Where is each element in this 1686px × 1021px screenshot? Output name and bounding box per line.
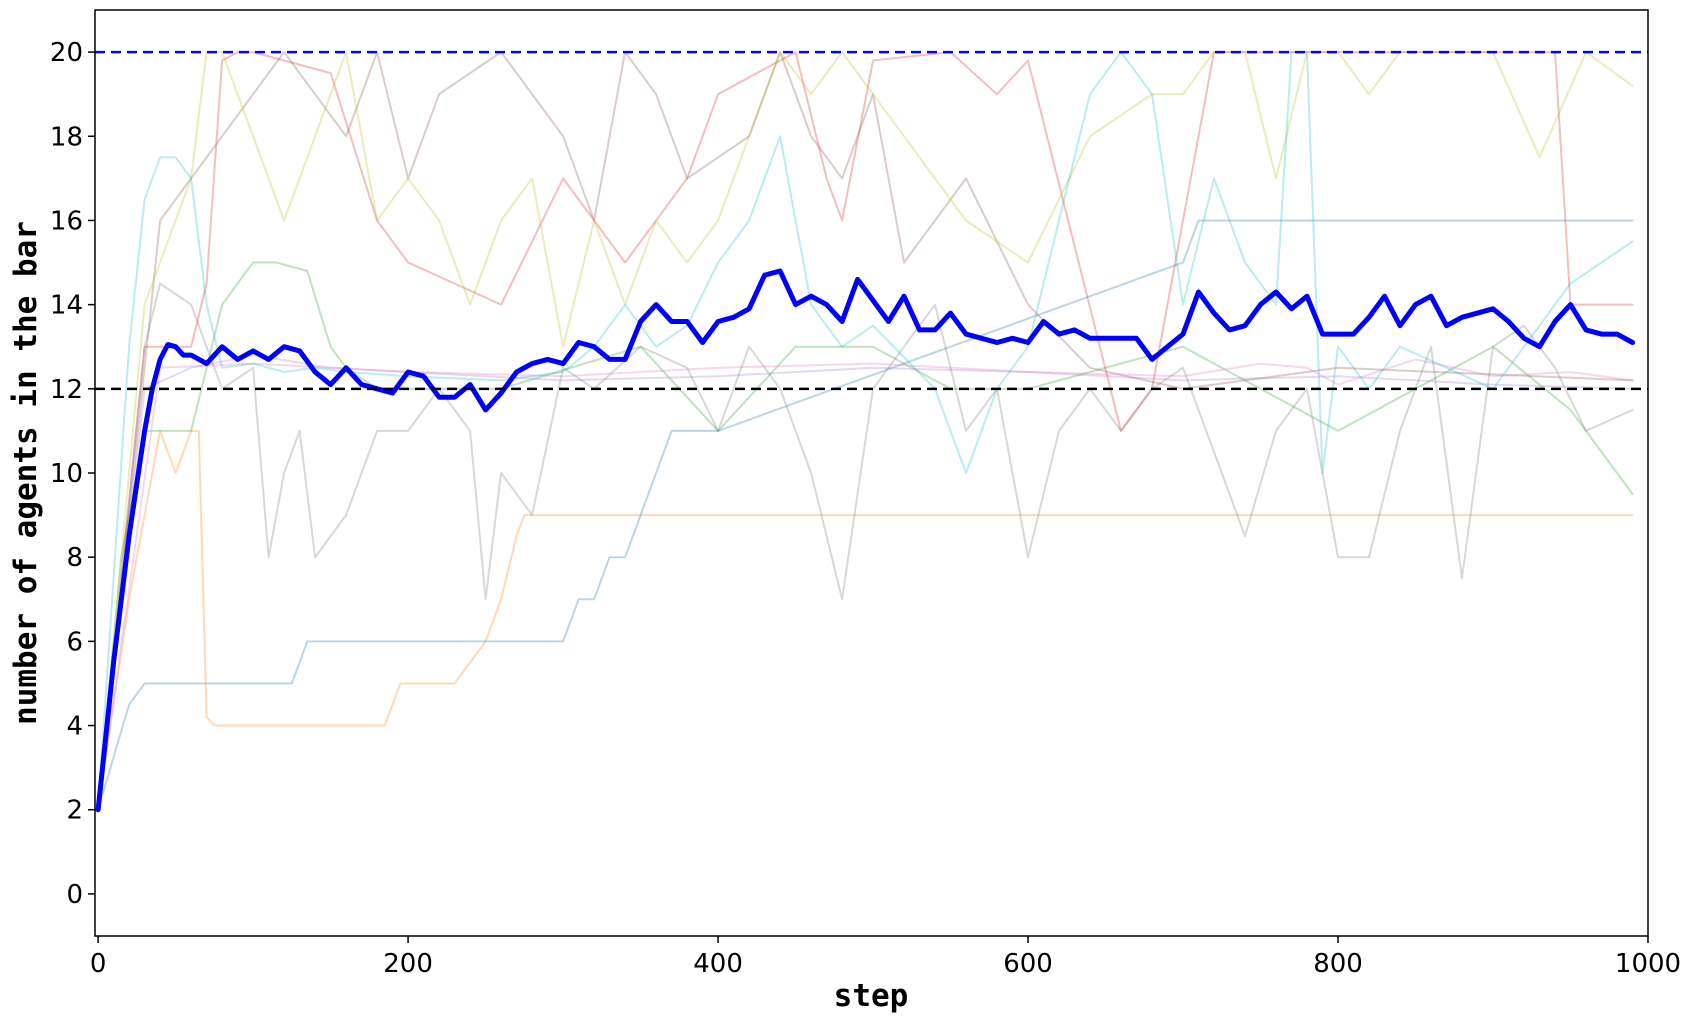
x-tick-label-0: 0 <box>90 949 107 979</box>
series-line-1 <box>97 429 1634 811</box>
y-tick-label-18: 18 <box>50 122 83 152</box>
y-tick-label-8: 8 <box>66 543 83 573</box>
series-line-8 <box>97 51 1634 811</box>
y-tick-label-6: 6 <box>66 627 83 657</box>
y-tick-label-10: 10 <box>50 459 83 489</box>
series-line-0 <box>97 219 1634 811</box>
y-tick-label-4: 4 <box>66 712 83 742</box>
x-tick-label-200: 200 <box>383 949 433 979</box>
x-axis-label: step <box>834 978 909 1014</box>
x-tick-label-600: 600 <box>1003 949 1053 979</box>
y-tick-label-20: 20 <box>50 38 83 68</box>
series-line-10 <box>95 268 1635 813</box>
y-tick-label-12: 12 <box>50 375 83 405</box>
x-tick-label-1000: 1000 <box>1615 949 1681 979</box>
y-tick-label-16: 16 <box>50 206 83 236</box>
y-tick-label-14: 14 <box>50 291 83 321</box>
series-line-5 <box>97 51 1634 811</box>
y-tick-label-2: 2 <box>66 796 83 826</box>
plot-area <box>95 50 1648 813</box>
axes: 0 200 400 600 800 1000 0 2 4 6 8 10 12 14 16 18 20 <box>50 38 1681 979</box>
y-axis-label: number of agents in the bar <box>8 221 44 725</box>
x-tick-label-400: 400 <box>693 949 743 979</box>
x-tick-label-800: 800 <box>1313 949 1363 979</box>
series-line-4 <box>97 354 1634 811</box>
y-tick-label-0: 0 <box>66 880 83 910</box>
series-line-7 <box>97 282 1634 811</box>
series-line-6 <box>97 358 1634 811</box>
